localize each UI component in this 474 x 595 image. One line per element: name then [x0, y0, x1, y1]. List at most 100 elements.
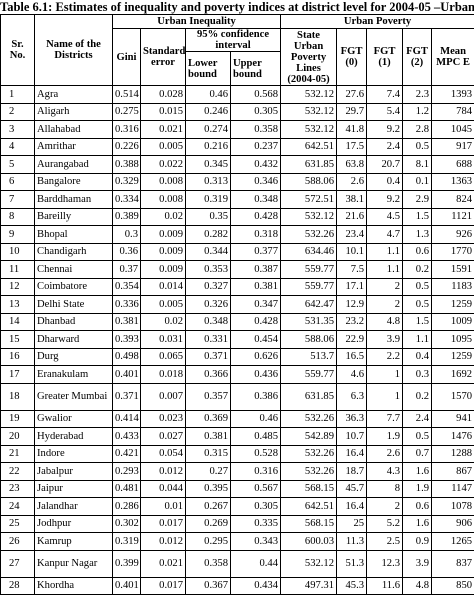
header-upper-bound: Upper bound — [231, 52, 281, 86]
cell-upper-bound: 0.386 — [231, 383, 281, 410]
cell-fgt2: 1.9 — [403, 480, 432, 498]
cell-sr-no: 1 — [1, 86, 35, 104]
cell-fgt0: 25 — [337, 515, 367, 533]
cell-gini: 0.514 — [113, 86, 141, 104]
cell-mean-mpce: 784 — [432, 103, 474, 121]
table-header: Sr. No. Name of the Districts Urban Ineq… — [1, 15, 474, 86]
cell-district: Aligarh — [35, 103, 113, 121]
cell-fgt1: 1.9 — [367, 428, 403, 446]
cell-fgt2: 0.9 — [403, 533, 432, 551]
cell-fgt0: 7.5 — [337, 261, 367, 279]
cell-fgt2: 1.5 — [403, 313, 432, 331]
cell-gini: 0.329 — [113, 173, 141, 191]
cell-poverty-line: 634.46 — [281, 243, 337, 261]
cell-gini: 0.354 — [113, 278, 141, 296]
cell-mean-mpce: 1570 — [432, 383, 474, 410]
cell-mean-mpce: 1009 — [432, 313, 474, 331]
cell-sr-no: 25 — [1, 515, 35, 533]
cell-std-error: 0.018 — [141, 366, 186, 384]
cell-gini: 0.388 — [113, 156, 141, 174]
cell-poverty-line: 588.06 — [281, 173, 337, 191]
cell-poverty-line: 568.15 — [281, 480, 337, 498]
cell-poverty-line: 532.26 — [281, 226, 337, 244]
cell-lower-bound: 0.366 — [186, 366, 231, 384]
cell-lower-bound: 0.367 — [186, 577, 231, 595]
cell-fgt1: 3.9 — [367, 331, 403, 349]
cell-gini: 0.433 — [113, 428, 141, 446]
cell-district: Agra — [35, 86, 113, 104]
cell-poverty-line: 600.03 — [281, 533, 337, 551]
cell-gini: 0.286 — [113, 498, 141, 516]
cell-lower-bound: 0.353 — [186, 261, 231, 279]
cell-mean-mpce: 837 — [432, 550, 474, 577]
cell-upper-bound: 0.387 — [231, 261, 281, 279]
cell-mean-mpce: 1692 — [432, 366, 474, 384]
cell-lower-bound: 0.326 — [186, 296, 231, 314]
cell-lower-bound: 0.35 — [186, 208, 231, 226]
cell-sr-no: 28 — [1, 577, 35, 595]
cell-fgt2: 2.8 — [403, 121, 432, 139]
cell-district: Bhopal — [35, 226, 113, 244]
cell-fgt1: 2 — [367, 278, 403, 296]
cell-mean-mpce: 1147 — [432, 480, 474, 498]
header-gini: Gini — [113, 29, 141, 86]
cell-fgt2: 3.9 — [403, 550, 432, 577]
cell-sr-no: 19 — [1, 410, 35, 428]
header-sr-no: Sr. No. — [1, 15, 35, 86]
cell-std-error: 0.054 — [141, 445, 186, 463]
cell-std-error: 0.023 — [141, 410, 186, 428]
cell-lower-bound: 0.27 — [186, 463, 231, 481]
cell-district: Kanpur Nagar — [35, 550, 113, 577]
cell-std-error: 0.008 — [141, 173, 186, 191]
cell-district: Aurangabad — [35, 156, 113, 174]
cell-fgt2: 0.5 — [403, 428, 432, 446]
cell-fgt2: 0.6 — [403, 243, 432, 261]
cell-district: Coimbatore — [35, 278, 113, 296]
cell-poverty-line: 559.77 — [281, 261, 337, 279]
cell-lower-bound: 0.345 — [186, 156, 231, 174]
cell-mean-mpce: 1045 — [432, 121, 474, 139]
cell-fgt1: 5.4 — [367, 103, 403, 121]
cell-mean-mpce: 688 — [432, 156, 474, 174]
cell-fgt0: 41.8 — [337, 121, 367, 139]
cell-std-error: 0.01 — [141, 498, 186, 516]
cell-lower-bound: 0.381 — [186, 428, 231, 446]
cell-district: Durg — [35, 348, 113, 366]
cell-fgt2: 1.2 — [403, 103, 432, 121]
cell-district: Barddhaman — [35, 191, 113, 209]
cell-sr-no: 3 — [1, 121, 35, 139]
cell-std-error: 0.021 — [141, 121, 186, 139]
cell-gini: 0.226 — [113, 138, 141, 156]
cell-lower-bound: 0.246 — [186, 103, 231, 121]
cell-fgt1: 2 — [367, 296, 403, 314]
header-fgt2: FGT (2) — [403, 29, 432, 86]
cell-poverty-line: 642.51 — [281, 138, 337, 156]
cell-upper-bound: 0.318 — [231, 226, 281, 244]
cell-fgt2: 0.5 — [403, 138, 432, 156]
cell-fgt2: 1.6 — [403, 515, 432, 533]
cell-district: Bangalore — [35, 173, 113, 191]
cell-sr-no: 5 — [1, 156, 35, 174]
cell-std-error: 0.021 — [141, 550, 186, 577]
cell-fgt0: 16.5 — [337, 348, 367, 366]
cell-gini: 0.293 — [113, 463, 141, 481]
cell-std-error: 0.005 — [141, 296, 186, 314]
cell-fgt2: 1.6 — [403, 463, 432, 481]
cell-fgt2: 1.1 — [403, 331, 432, 349]
cell-gini: 0.3 — [113, 226, 141, 244]
cell-std-error: 0.012 — [141, 533, 186, 551]
cell-mean-mpce: 1259 — [432, 348, 474, 366]
cell-gini: 0.481 — [113, 480, 141, 498]
cell-fgt2: 2.4 — [403, 410, 432, 428]
cell-gini: 0.421 — [113, 445, 141, 463]
cell-poverty-line: 532.12 — [281, 208, 337, 226]
cell-fgt2: 8.1 — [403, 156, 432, 174]
cell-fgt0: 29.7 — [337, 103, 367, 121]
cell-upper-bound: 0.436 — [231, 366, 281, 384]
